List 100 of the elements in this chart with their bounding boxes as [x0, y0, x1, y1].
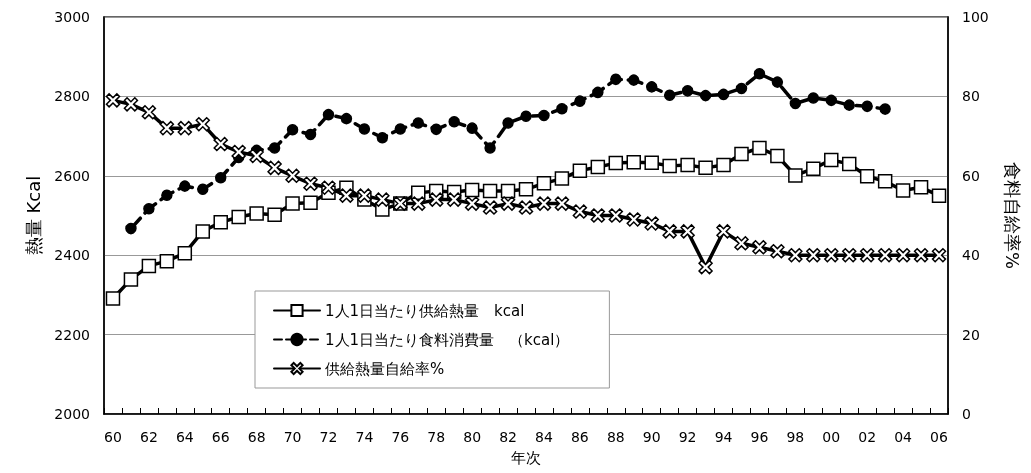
point	[806, 161, 821, 176]
point	[824, 152, 839, 168]
point	[484, 142, 496, 154]
point	[536, 176, 552, 191]
point	[446, 192, 462, 207]
point	[877, 174, 893, 189]
point	[735, 82, 748, 95]
y-tick-label: 2400	[54, 247, 90, 264]
point	[590, 208, 606, 223]
point	[771, 76, 784, 88]
y-tick-label: 2200	[54, 326, 90, 343]
point	[430, 123, 442, 136]
point	[123, 97, 139, 112]
point	[895, 183, 911, 198]
x-tick-label: 02	[858, 429, 877, 445]
x-tick-label: 66	[211, 429, 230, 445]
point	[628, 74, 640, 86]
point	[626, 212, 641, 227]
point	[411, 196, 426, 211]
x-tick-label: 84	[535, 429, 553, 445]
x-tick-label: 78	[427, 429, 446, 445]
point	[770, 243, 785, 259]
point	[105, 93, 121, 108]
x-tick-label: 88	[606, 429, 625, 445]
point	[608, 155, 624, 171]
point	[195, 116, 211, 132]
point	[681, 85, 694, 97]
point	[572, 204, 588, 219]
legend-label: 1人1日当たり供給熱量 kcal	[325, 301, 525, 320]
x-tick-label: 98	[786, 429, 805, 445]
point	[231, 209, 246, 225]
point	[143, 203, 155, 215]
x-tick-label: 86	[570, 429, 589, 445]
point	[931, 247, 947, 263]
legend-label: 1人1日当たり食料消費量 （kcal）	[325, 330, 570, 349]
x-tick-label: 64	[175, 429, 194, 445]
point	[500, 196, 516, 211]
y2-tick-label: 20	[962, 326, 980, 343]
point	[339, 188, 354, 203]
point	[267, 160, 282, 176]
point	[536, 196, 552, 211]
x-tick-label: 76	[391, 429, 410, 445]
point	[358, 123, 371, 135]
point	[231, 144, 246, 160]
point	[824, 247, 839, 263]
x-tick-label: 60	[104, 429, 122, 445]
x-tick-label: 00	[822, 429, 841, 445]
point	[412, 117, 425, 129]
point	[788, 247, 803, 263]
point	[125, 222, 137, 235]
point	[554, 171, 570, 186]
point	[698, 160, 713, 176]
y2-tick-label: 40	[962, 247, 980, 264]
point	[267, 207, 282, 222]
point	[752, 140, 767, 156]
point	[734, 146, 749, 162]
point	[177, 245, 193, 261]
point	[304, 128, 317, 141]
point	[913, 180, 929, 195]
point	[177, 120, 193, 136]
point	[159, 120, 175, 136]
point	[321, 180, 336, 195]
point	[841, 156, 857, 172]
point	[806, 247, 821, 263]
point	[859, 247, 875, 263]
point	[322, 108, 335, 121]
y2-tick-label: 0	[962, 406, 971, 422]
x-tick-label: 94	[714, 429, 733, 445]
y-tick-label: 2600	[54, 167, 90, 184]
point	[879, 103, 891, 115]
point	[285, 196, 300, 211]
point	[482, 183, 498, 199]
point	[770, 148, 785, 164]
point	[590, 159, 606, 175]
point	[698, 259, 713, 275]
point	[141, 258, 157, 274]
point	[518, 182, 534, 197]
point	[357, 188, 372, 203]
point	[161, 189, 173, 201]
point	[141, 105, 157, 120]
y-axis-title: 熱量 Kcal	[22, 175, 44, 256]
point	[520, 110, 532, 122]
x-tick-label: 74	[355, 429, 374, 445]
point	[789, 97, 802, 110]
point	[213, 136, 228, 152]
point	[913, 247, 929, 263]
point	[752, 240, 767, 255]
point	[592, 86, 604, 99]
x-tick-label: 90	[642, 429, 661, 445]
point	[394, 123, 407, 135]
point	[482, 200, 498, 215]
point	[464, 196, 480, 211]
point	[699, 89, 712, 102]
point	[448, 116, 460, 128]
point	[179, 180, 191, 192]
point	[825, 94, 838, 107]
point	[843, 99, 855, 111]
point	[788, 168, 803, 183]
point	[877, 247, 893, 263]
point	[123, 272, 139, 287]
